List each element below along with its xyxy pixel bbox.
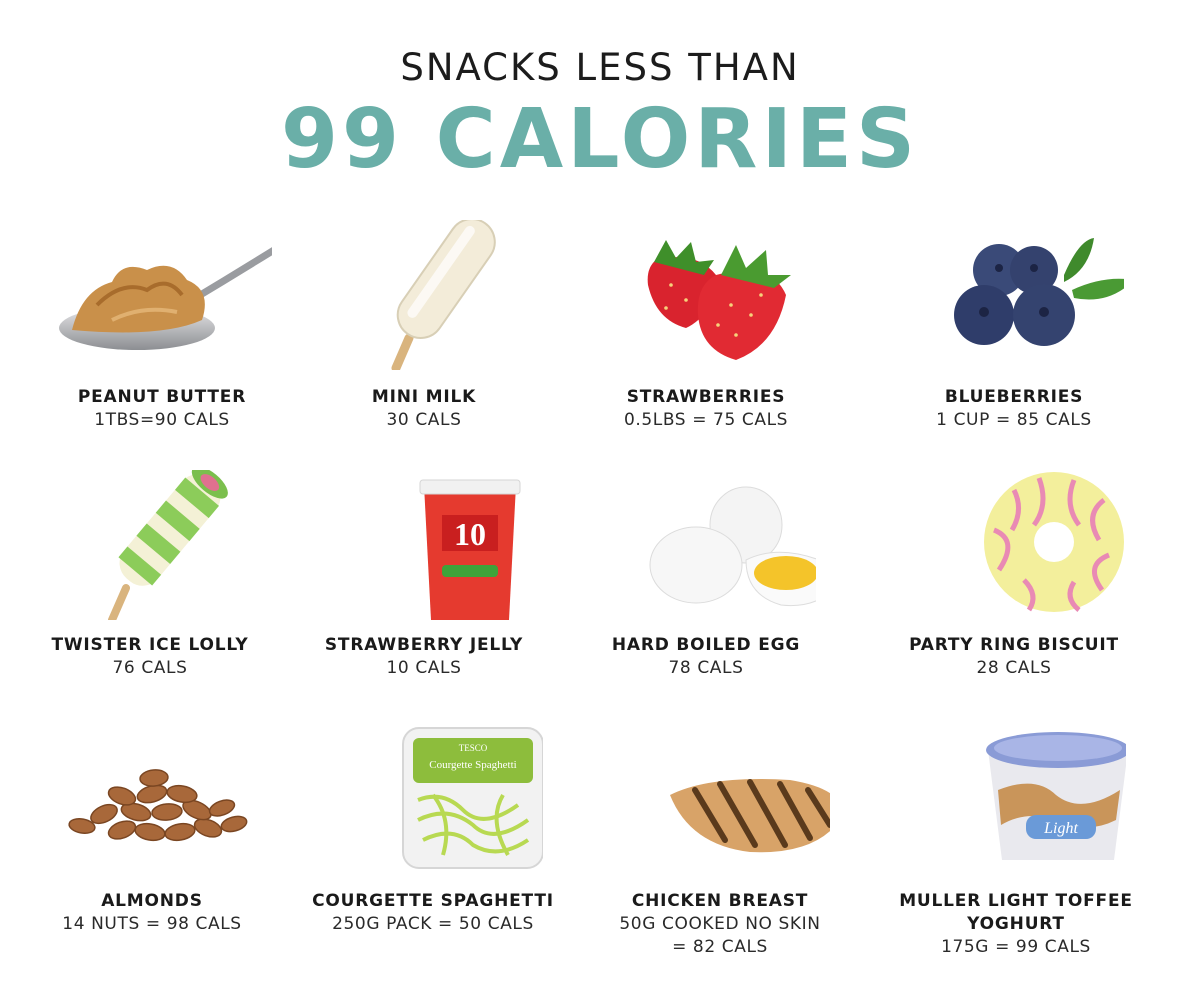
snack-name: STRAWBERRY JELLY — [324, 635, 524, 655]
snack-name: STRAWBERRIES — [626, 387, 786, 407]
snack-name-line-1: MULLER LIGHT TOFFEE — [899, 891, 1133, 911]
snack-calories: 10 CALS — [386, 658, 462, 678]
almonds-icon — [42, 720, 262, 870]
snack-name: CHICKEN BREAST — [631, 891, 809, 911]
snack-name: ALMONDS — [101, 891, 203, 911]
snack-calories-line-2: = 82 CALS — [672, 937, 768, 957]
blueberries-icon — [904, 220, 1124, 370]
pack-brand: TESCO — [459, 743, 488, 753]
pack-label: Courgette Spaghetti — [429, 759, 516, 771]
subtitle: SNACKS LESS THAN — [400, 46, 800, 89]
snack-name: PEANUT BUTTER — [77, 387, 247, 407]
snack-name: PARTY RING BISCUIT — [909, 635, 1119, 655]
peanut-butter-spoon-icon — [52, 220, 272, 370]
yoghurt-pot-icon: Light — [906, 720, 1126, 870]
snack-name: TWISTER ICE LOLLY — [51, 635, 249, 655]
snack-calories: 76 CALS — [112, 658, 188, 678]
snack-calories: 1TBS=90 CALS — [94, 410, 230, 430]
pot-label: Light — [1043, 820, 1078, 837]
snack-calories: 30 CALS — [386, 410, 462, 430]
snack-calories: 78 CALS — [668, 658, 744, 678]
snack-calories: 28 CALS — [976, 658, 1052, 678]
snack-calories: 14 NUTS = 98 CALS — [62, 914, 242, 934]
jelly-pot-number: 10 — [454, 516, 486, 552]
snack-calories-line-1: 50G COOKED NO SKIN — [619, 914, 821, 934]
snack-name: MINI MILK — [371, 387, 477, 407]
snack-calories: 250G PACK = 50 CALS — [332, 914, 534, 934]
snack-name-line-2: YOGHURT — [967, 914, 1065, 934]
strawberries-icon — [596, 220, 816, 370]
snack-calories: 0.5LBS = 75 CALS — [623, 410, 789, 430]
boiled-egg-icon — [596, 470, 816, 620]
snack-name: COURGETTE SPAGHETTI — [312, 891, 554, 911]
snack-calories: 1 CUP = 85 CALS — [936, 410, 1092, 430]
twister-lolly-icon — [40, 470, 260, 620]
party-ring-icon — [904, 470, 1124, 620]
chicken-breast-icon — [610, 720, 830, 870]
snack-calories: 175G = 99 CALS — [941, 937, 1091, 957]
courgette-pack-icon: TESCO Courgette Spaghetti — [323, 720, 543, 870]
ice-lolly-icon — [314, 220, 534, 370]
snack-name: BLUEBERRIES — [944, 387, 1084, 407]
snack-name: HARD BOILED EGG — [611, 635, 801, 655]
page-title: 99 CALORIES — [280, 92, 920, 187]
jelly-pot-icon: 10 — [314, 470, 534, 620]
